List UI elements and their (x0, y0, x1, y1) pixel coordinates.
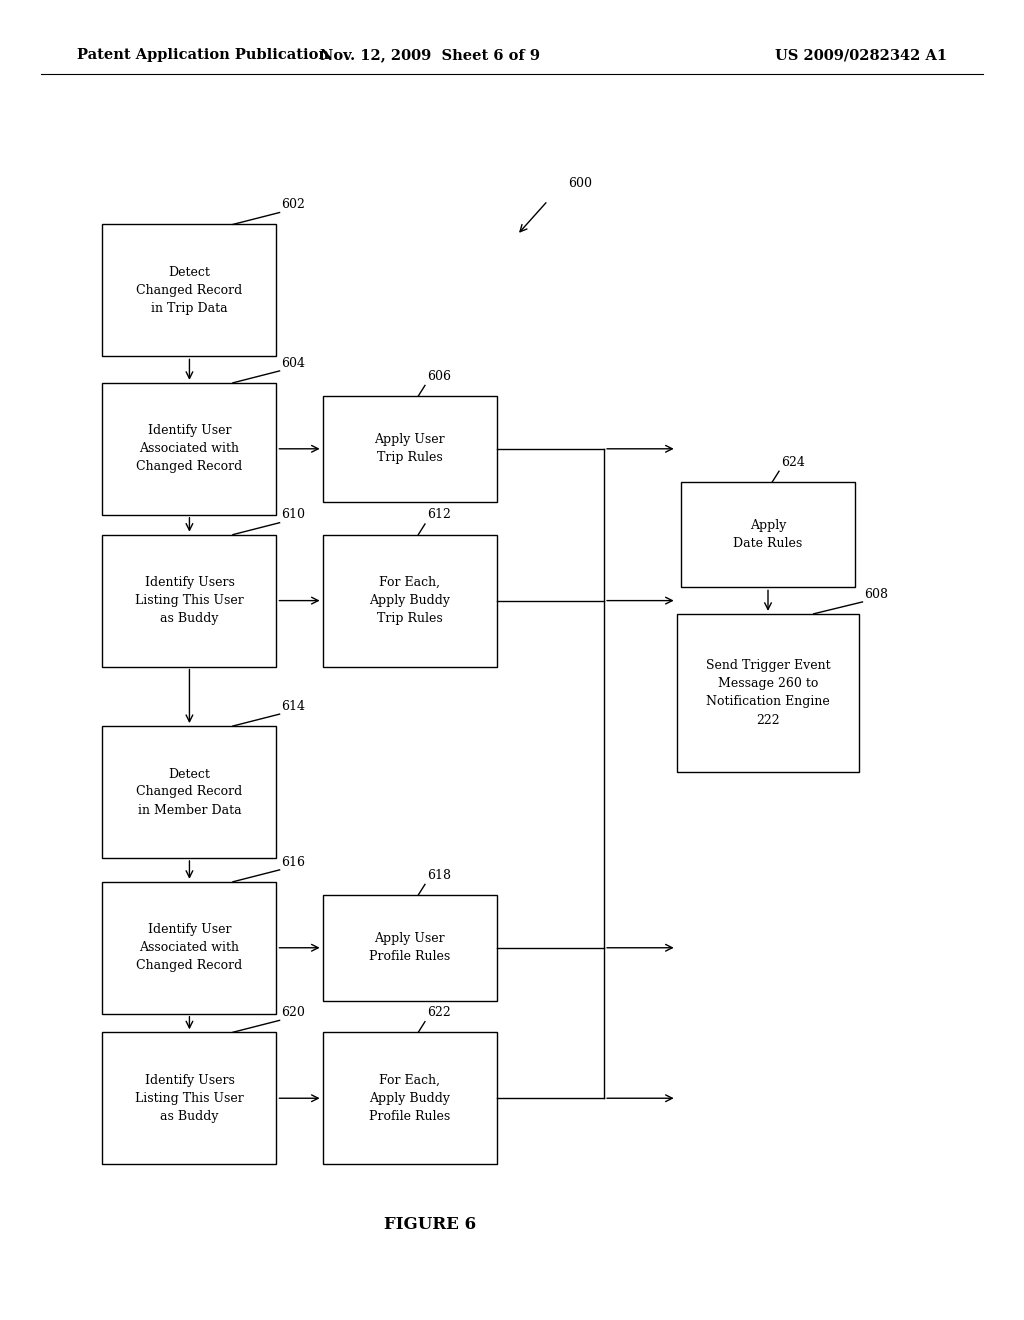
FancyBboxPatch shape (102, 535, 276, 667)
FancyBboxPatch shape (323, 1032, 497, 1164)
Text: Patent Application Publication: Patent Application Publication (77, 49, 329, 62)
Text: Detect
Changed Record
in Member Data: Detect Changed Record in Member Data (136, 767, 243, 817)
Text: 620: 620 (282, 1006, 305, 1019)
Text: 608: 608 (864, 587, 889, 601)
Text: Identify User
Associated with
Changed Record: Identify User Associated with Changed Re… (136, 424, 243, 474)
Text: 602: 602 (282, 198, 305, 211)
FancyBboxPatch shape (102, 726, 276, 858)
FancyBboxPatch shape (323, 396, 497, 502)
FancyBboxPatch shape (102, 882, 276, 1014)
Text: For Each,
Apply Buddy
Trip Rules: For Each, Apply Buddy Trip Rules (369, 576, 451, 626)
Text: Send Trigger Event
Message 260 to
Notification Engine
222: Send Trigger Event Message 260 to Notifi… (706, 660, 830, 726)
Text: 618: 618 (427, 869, 451, 882)
Text: Apply User
Trip Rules: Apply User Trip Rules (375, 433, 444, 465)
Text: 624: 624 (781, 455, 805, 469)
FancyBboxPatch shape (323, 535, 497, 667)
Text: 610: 610 (282, 508, 305, 521)
Text: US 2009/0282342 A1: US 2009/0282342 A1 (775, 49, 947, 62)
Text: 616: 616 (282, 855, 305, 869)
Text: Nov. 12, 2009  Sheet 6 of 9: Nov. 12, 2009 Sheet 6 of 9 (321, 49, 540, 62)
Text: Apply User
Profile Rules: Apply User Profile Rules (369, 932, 451, 964)
Text: Identify Users
Listing This User
as Buddy: Identify Users Listing This User as Budd… (135, 576, 244, 626)
Text: Identify Users
Listing This User
as Buddy: Identify Users Listing This User as Budd… (135, 1073, 244, 1123)
Text: FIGURE 6: FIGURE 6 (384, 1217, 476, 1233)
Text: 622: 622 (427, 1006, 451, 1019)
FancyBboxPatch shape (102, 224, 276, 356)
FancyBboxPatch shape (323, 895, 497, 1001)
FancyBboxPatch shape (102, 1032, 276, 1164)
Text: 612: 612 (427, 508, 451, 521)
Text: 614: 614 (282, 700, 305, 713)
Text: Apply
Date Rules: Apply Date Rules (733, 519, 803, 550)
Text: 600: 600 (568, 177, 592, 190)
FancyBboxPatch shape (677, 614, 859, 772)
Text: Detect
Changed Record
in Trip Data: Detect Changed Record in Trip Data (136, 265, 243, 315)
FancyBboxPatch shape (681, 482, 855, 587)
FancyBboxPatch shape (102, 383, 276, 515)
Text: 604: 604 (282, 356, 305, 370)
Text: 606: 606 (427, 370, 451, 383)
Text: Identify User
Associated with
Changed Record: Identify User Associated with Changed Re… (136, 923, 243, 973)
Text: For Each,
Apply Buddy
Profile Rules: For Each, Apply Buddy Profile Rules (369, 1073, 451, 1123)
